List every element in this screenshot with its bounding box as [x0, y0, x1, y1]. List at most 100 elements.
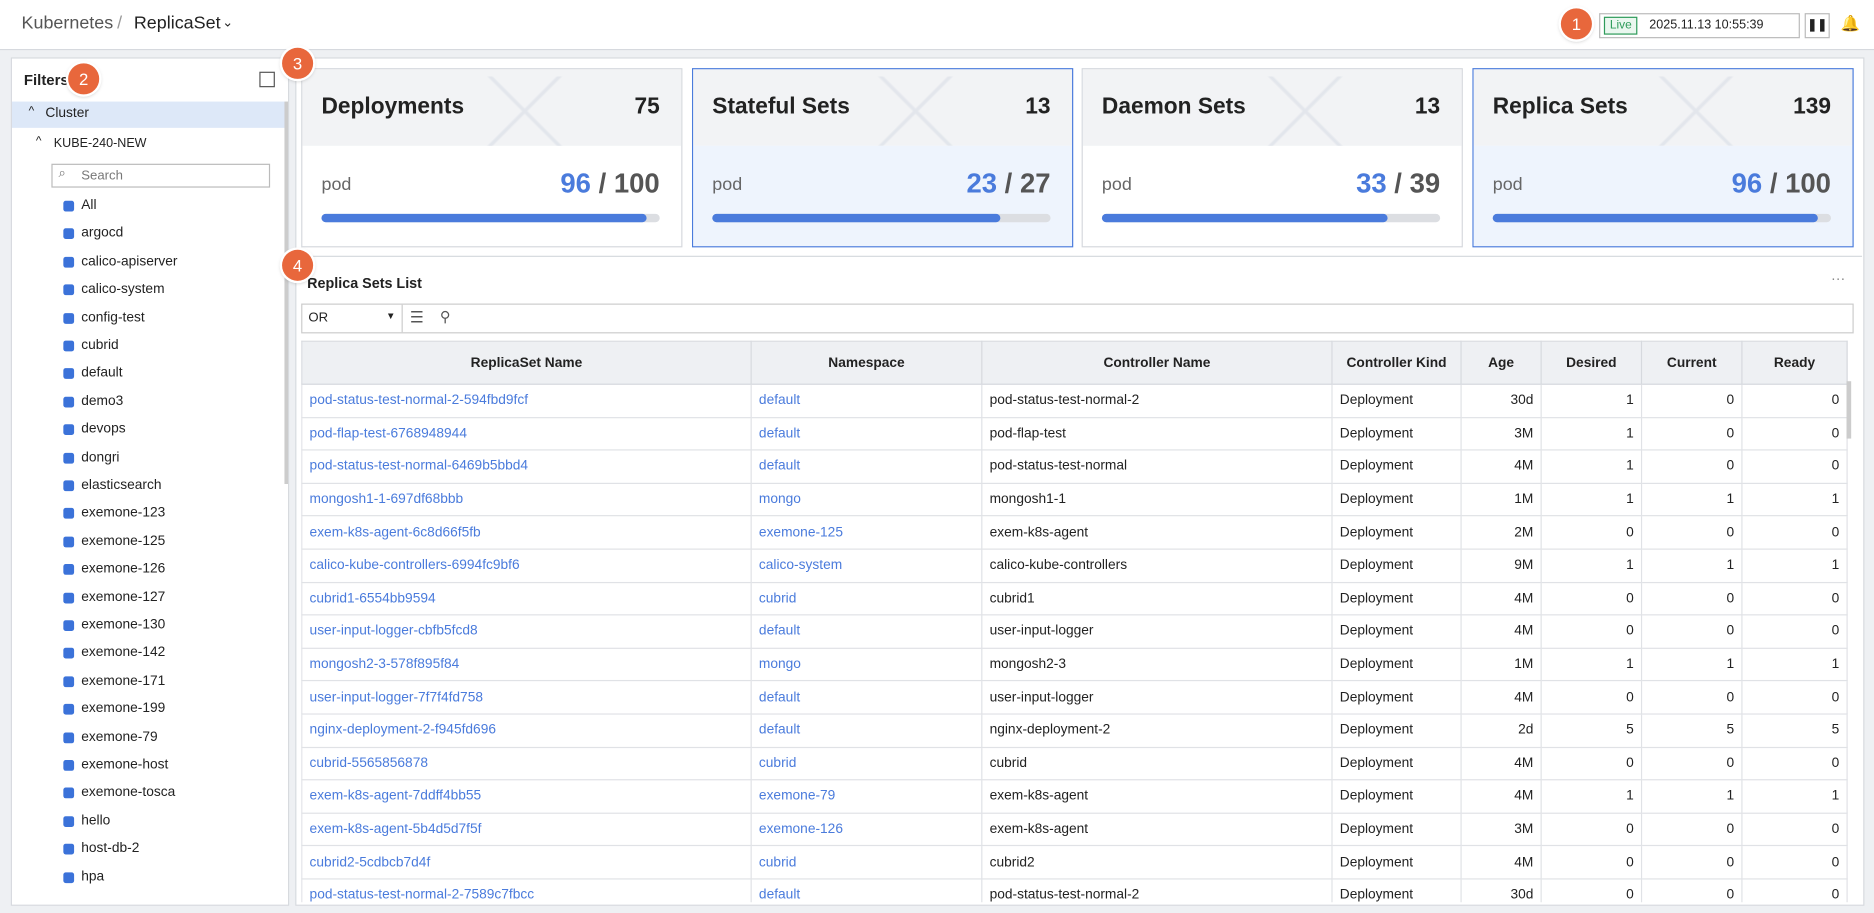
- filter-item[interactable]: hello: [81, 813, 111, 828]
- table-row[interactable]: mongosh1-1-697df68bbb mongo mongosh1-1 Depl…: [301, 482, 1848, 517]
- filter-item[interactable]: exemone-125: [81, 533, 166, 549]
- breadcrumb-root[interactable]: Kubernetes: [21, 13, 114, 34]
- summary-card[interactable]: Daemon Sets 13 pod 33 / 39: [1081, 68, 1463, 248]
- checkbox[interactable]: [63, 396, 75, 408]
- table-row[interactable]: user-input-logger-cbfb5fcd8 default user-i…: [301, 614, 1848, 649]
- checkbox[interactable]: [63, 620, 75, 631]
- table-row[interactable]: pod-status-test-normal-6469b5bbd4 default…: [301, 449, 1848, 484]
- filter-item[interactable]: calico-system: [81, 282, 165, 297]
- checkbox[interactable]: [63, 648, 75, 659]
- breadcrumb-current[interactable]: ReplicaSet: [133, 13, 221, 34]
- namespace-link[interactable]: default: [758, 888, 801, 903]
- checkbox[interactable]: [63, 815, 75, 827]
- name-link[interactable]: pod-status-test-normal-2-594fbd9fcf: [309, 393, 529, 408]
- checkbox[interactable]: [63, 228, 75, 240]
- cluster-row[interactable]: ^ Cluster: [11, 101, 289, 128]
- column-header[interactable]: Namespace: [750, 340, 983, 385]
- table-row[interactable]: cubrid1-6554bb9594 cubrid cubrid1 Deploymen…: [301, 581, 1848, 616]
- column-header[interactable]: Current: [1640, 340, 1743, 385]
- checkbox[interactable]: [63, 200, 75, 212]
- namespace-link[interactable]: mongo: [758, 657, 801, 672]
- column-header[interactable]: Ready: [1741, 340, 1848, 385]
- filter-item[interactable]: config-test: [81, 310, 145, 325]
- filter-item[interactable]: hpa: [81, 869, 105, 884]
- search-box[interactable]: ⌕ Search: [51, 163, 271, 188]
- checkbox[interactable]: [63, 368, 75, 380]
- filter-item[interactable]: exemone-host: [81, 757, 169, 772]
- table-row[interactable]: pod-status-test-normal-2-594fbd9fcf defau…: [301, 383, 1848, 418]
- filter-item[interactable]: exemone-127: [81, 589, 166, 605]
- cluster-name[interactable]: KUBE-240-NEW: [53, 136, 147, 151]
- notification-icon[interactable]: 🔔: [1840, 14, 1860, 33]
- namespace-link[interactable]: cubrid: [758, 855, 797, 870]
- name-link[interactable]: mongosh1-1-697df68bbb: [309, 492, 464, 507]
- checkbox[interactable]: [63, 760, 75, 771]
- checkbox[interactable]: [63, 843, 75, 855]
- filter-item[interactable]: host-db-2: [81, 841, 140, 856]
- namespace-link[interactable]: exemone-79: [758, 789, 836, 804]
- checkbox[interactable]: [63, 592, 75, 604]
- column-header[interactable]: Controller Name: [981, 340, 1333, 385]
- namespace-link[interactable]: mongo: [758, 492, 801, 507]
- checkbox[interactable]: [63, 312, 75, 324]
- checkbox[interactable]: [63, 732, 75, 743]
- filter-item[interactable]: exemone-123: [81, 505, 166, 521]
- filter-item[interactable]: exemone-130: [81, 617, 166, 633]
- table-row[interactable]: nginx-deployment-2-f945fd696 default nginx…: [301, 713, 1848, 748]
- table-row[interactable]: cubrid2-5cdbcb7d4f cubrid cubrid2 Deploymen…: [301, 845, 1848, 880]
- checkbox[interactable]: [63, 676, 75, 687]
- column-header[interactable]: ReplicaSet Name: [301, 340, 752, 385]
- table-row[interactable]: exem-k8s-agent-5b4d5d7f5f exemone-126 exem…: [301, 812, 1848, 847]
- name-link[interactable]: cubrid2-5cdbcb7d4f: [309, 855, 431, 870]
- column-header[interactable]: Desired: [1540, 340, 1643, 385]
- checkbox[interactable]: [63, 480, 75, 492]
- namespace-link[interactable]: default: [758, 723, 801, 738]
- time-box[interactable]: Live 2025.11.13 10:55:39: [1599, 13, 1800, 39]
- filter-icon[interactable]: ☰: [409, 308, 424, 327]
- table-row[interactable]: mongosh2-3-578f895f84 mongo mongosh2-3 Depl…: [301, 647, 1848, 682]
- table-row[interactable]: exem-k8s-agent-7ddff4bb55 exemone-79 exem-…: [301, 779, 1848, 814]
- filter-item[interactable]: exemone-tosca: [81, 785, 176, 800]
- namespace-link[interactable]: exemone-125: [758, 525, 843, 540]
- summary-card[interactable]: Stateful Sets 13 pod 23 / 27: [691, 68, 1074, 248]
- table-row[interactable]: calico-kube-controllers-6994fc9bf6 calico…: [301, 548, 1848, 583]
- table-row[interactable]: pod-status-test-normal-2-7589c7fbcc defau…: [301, 878, 1848, 903]
- dropdown-caret[interactable]: ⌄: [222, 15, 234, 30]
- namespace-link[interactable]: calico-system: [758, 558, 843, 573]
- namespace-link[interactable]: default: [758, 690, 801, 705]
- namespace-link[interactable]: default: [758, 426, 801, 441]
- namespace-link[interactable]: default: [758, 459, 801, 474]
- filter-item[interactable]: cubrid: [81, 338, 119, 353]
- checkbox[interactable]: [63, 536, 75, 548]
- column-header[interactable]: Controller Kind: [1331, 340, 1462, 385]
- table-row[interactable]: pod-flap-test-6768948944 default pod-flap-…: [301, 416, 1848, 451]
- name-link[interactable]: pod-flap-test-6768948944: [309, 426, 467, 441]
- filter-item[interactable]: exemone-126: [81, 561, 166, 577]
- filter-item[interactable]: calico-apiserver: [81, 254, 178, 269]
- summary-card[interactable]: Replica Sets 139 pod 96 / 100: [1472, 68, 1854, 248]
- name-link[interactable]: user-input-logger-cbfb5fcd8: [309, 624, 478, 639]
- name-link[interactable]: cubrid1-6554bb9594: [309, 591, 436, 606]
- checkbox[interactable]: [63, 871, 75, 883]
- filter-item[interactable]: argocd: [81, 226, 124, 241]
- name-link[interactable]: mongosh2-3-578f895f84: [309, 657, 460, 672]
- table-row[interactable]: cubrid-5565856878 cubrid cubrid Deployment 4…: [301, 746, 1848, 781]
- checkbox[interactable]: [63, 256, 75, 268]
- name-link[interactable]: calico-kube-controllers-6994fc9bf6: [309, 558, 520, 573]
- checkbox[interactable]: [63, 424, 75, 436]
- namespace-link[interactable]: default: [758, 393, 801, 408]
- collapse-button[interactable]: [259, 71, 275, 88]
- table-row[interactable]: exem-k8s-agent-6c8d66f5fb exemone-125 exem…: [301, 515, 1848, 550]
- pause-button[interactable]: ❚❚: [1804, 13, 1830, 39]
- summary-card[interactable]: Deployments 75 pod 96 / 100: [301, 68, 683, 248]
- name-link[interactable]: cubrid-5565856878: [309, 756, 428, 771]
- name-link[interactable]: pod-status-test-normal-6469b5bbd4: [309, 459, 529, 474]
- checkbox[interactable]: [63, 787, 75, 799]
- checkbox[interactable]: [63, 704, 75, 715]
- name-link[interactable]: exem-k8s-agent-7ddff4bb55: [309, 789, 482, 804]
- name-link[interactable]: user-input-logger-7f7f4fd758: [309, 690, 483, 705]
- pin-icon[interactable]: ⚲: [439, 308, 451, 326]
- filter-item[interactable]: devops: [81, 422, 126, 437]
- checkbox[interactable]: [63, 284, 75, 296]
- name-link[interactable]: exem-k8s-agent-5b4d5d7f5f: [309, 822, 482, 837]
